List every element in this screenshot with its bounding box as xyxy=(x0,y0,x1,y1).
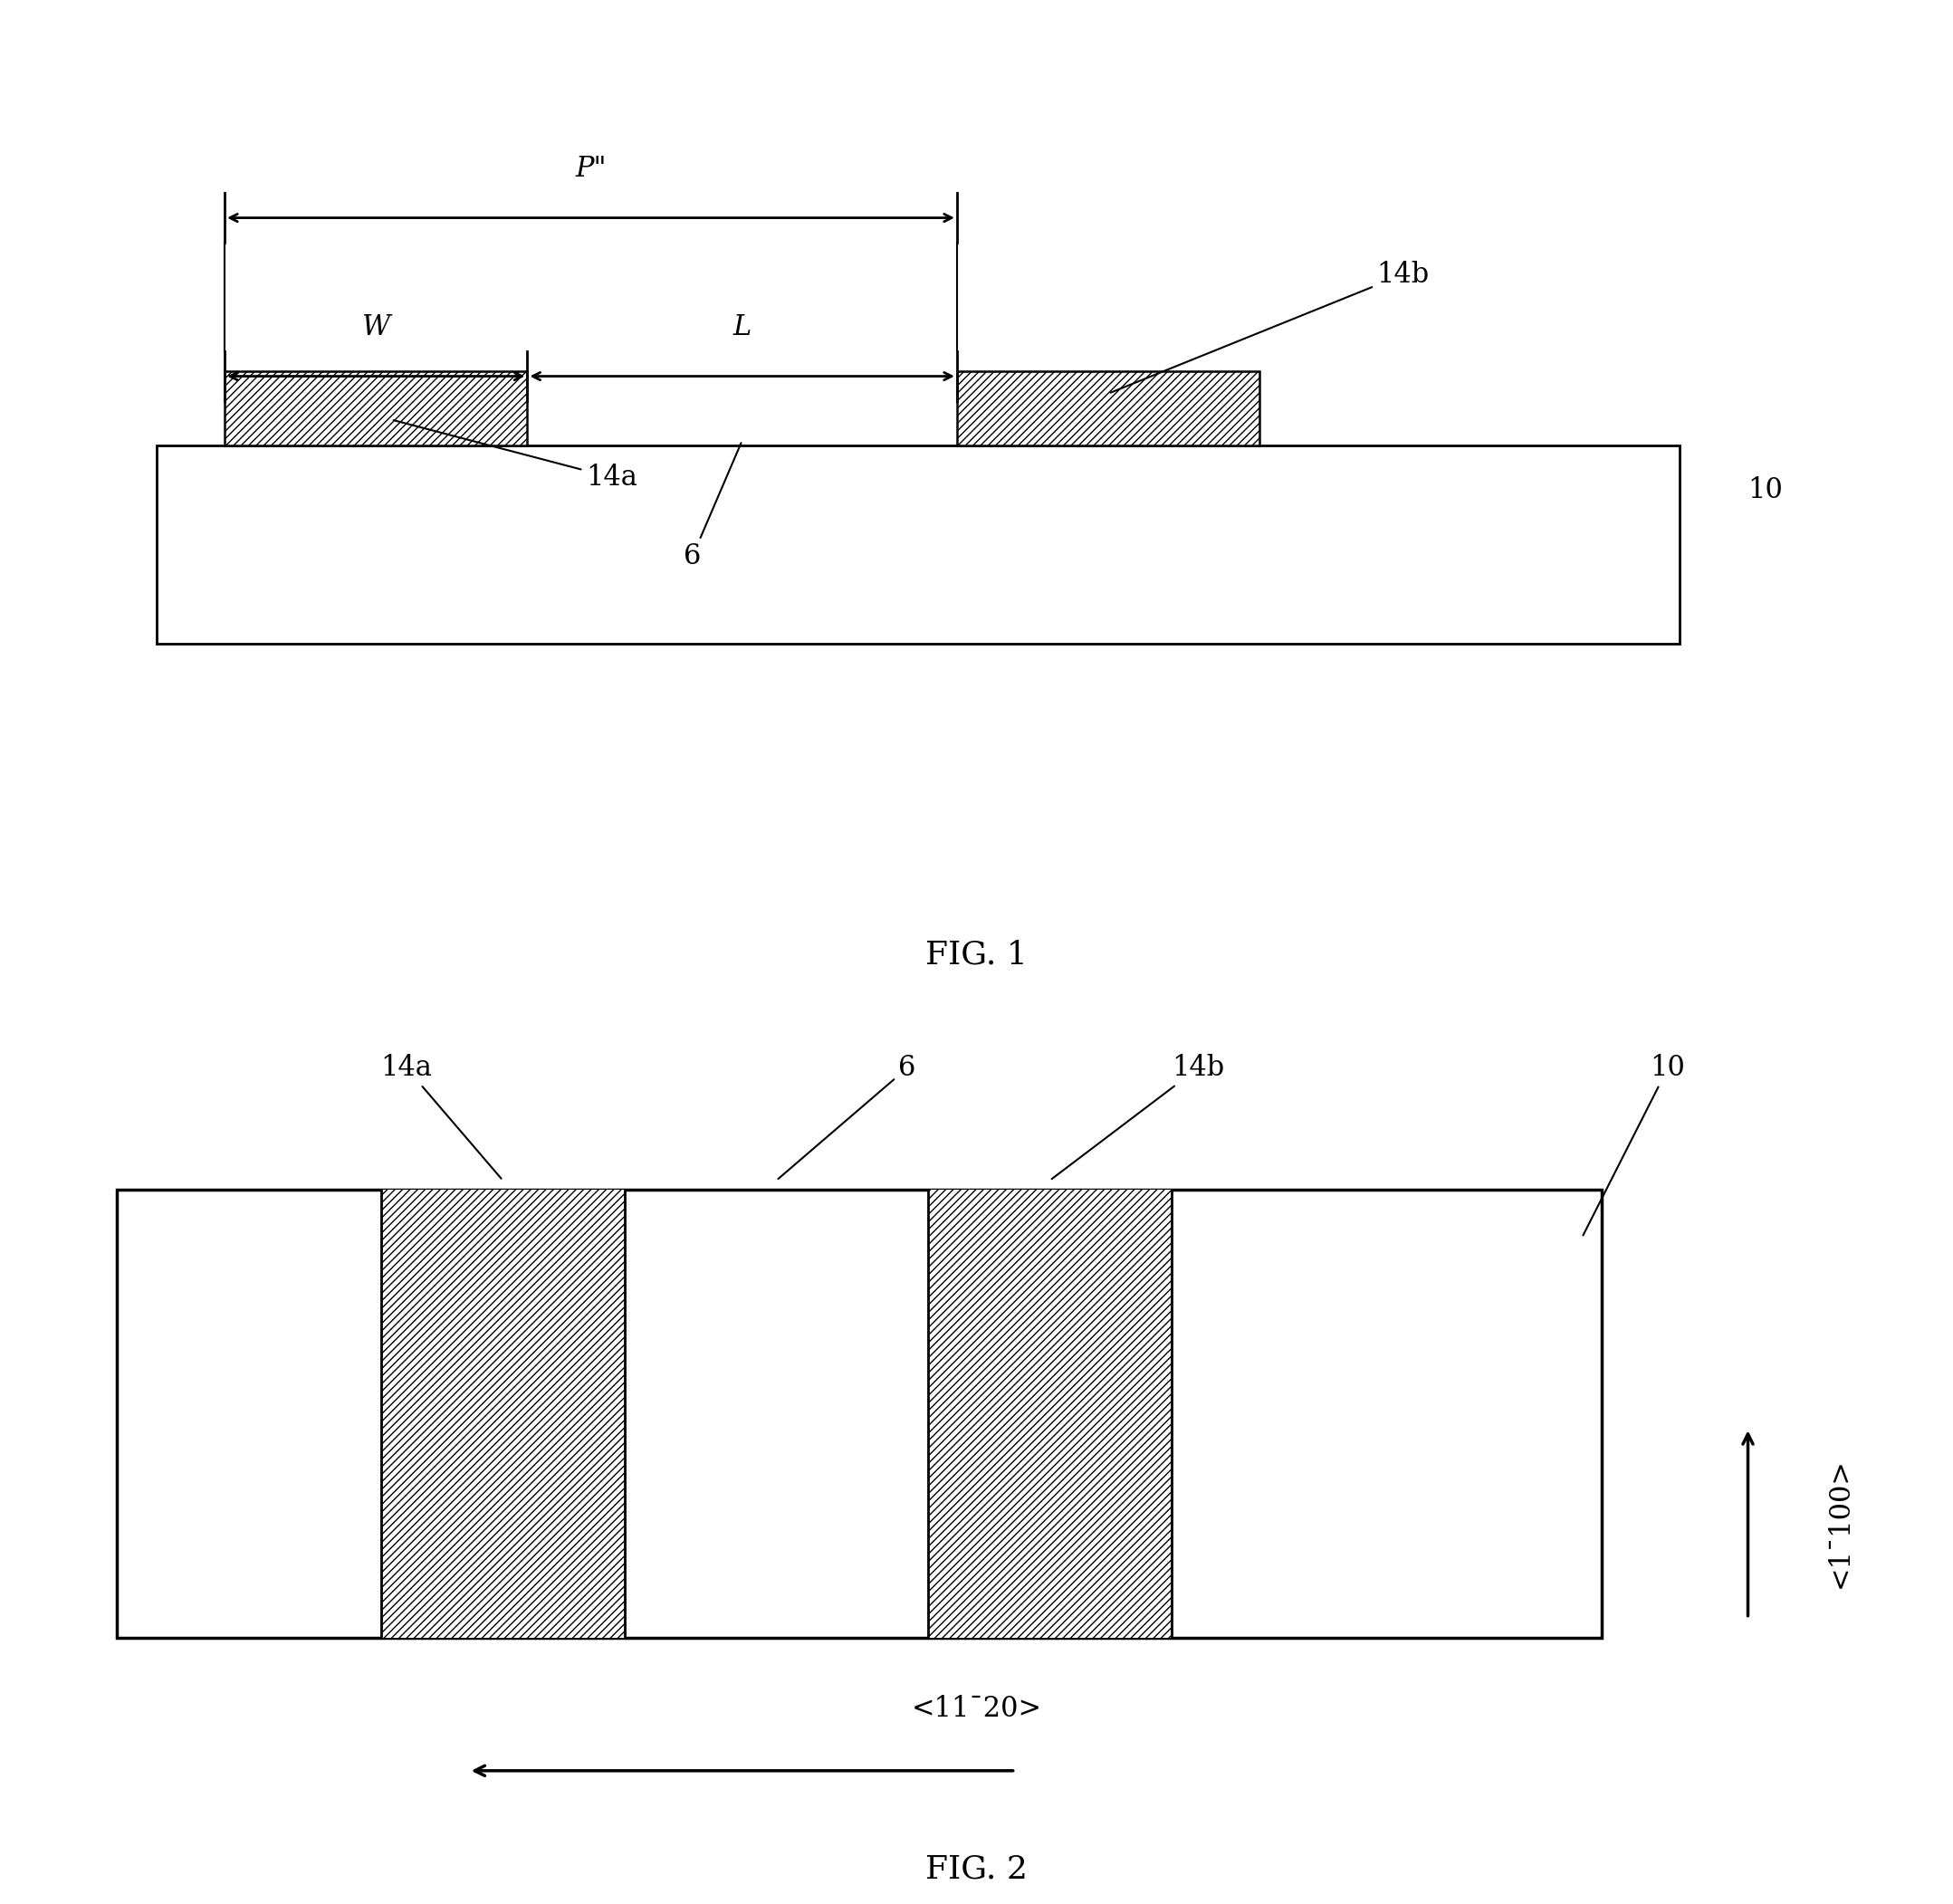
Text: FIG. 2: FIG. 2 xyxy=(926,1854,1027,1885)
Text: 14a: 14a xyxy=(381,1055,502,1179)
Text: 6: 6 xyxy=(684,444,740,571)
Bar xyxy=(225,371,527,446)
Text: 10: 10 xyxy=(1748,476,1783,505)
Bar xyxy=(957,371,1260,446)
Text: W: W xyxy=(361,314,391,341)
Bar xyxy=(928,1190,1172,1637)
Bar xyxy=(381,1190,625,1637)
Text: 14b: 14b xyxy=(1053,1055,1225,1179)
Text: <11¯20>: <11¯20> xyxy=(912,1695,1041,1723)
Text: P": P" xyxy=(576,154,605,183)
Text: 14a: 14a xyxy=(393,421,637,491)
Bar xyxy=(117,1190,1601,1637)
Text: 14b: 14b xyxy=(1111,261,1430,392)
Text: 6: 6 xyxy=(777,1055,916,1179)
Bar xyxy=(156,446,1680,644)
Text: L: L xyxy=(732,314,752,341)
Text: FIG. 1: FIG. 1 xyxy=(926,939,1027,971)
Text: <1¯100>: <1¯100> xyxy=(1826,1458,1853,1588)
Text: 10: 10 xyxy=(1584,1055,1685,1236)
